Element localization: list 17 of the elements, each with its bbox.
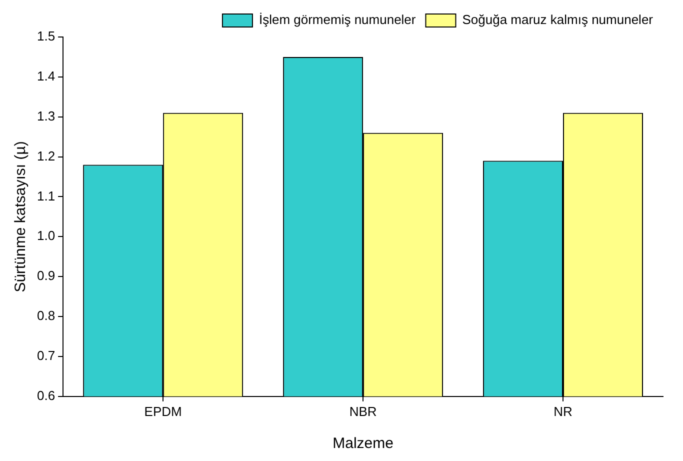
y-tick-label: 1.2 (36, 148, 56, 164)
x-axis-title: Malzeme (332, 435, 394, 452)
y-tick-label: 1.1 (36, 188, 56, 204)
x-tick-label: EPDM (144, 404, 182, 419)
x-tick-label: NBR (349, 404, 377, 419)
legend-label: İşlem görmemiş numuneler (258, 12, 416, 28)
y-axis-title: Sürtünme katsayısı (µ) (12, 141, 30, 292)
y-tick-label: 0.7 (36, 348, 56, 364)
y-tick-label: 0.6 (36, 388, 56, 403)
y-tick-label: 1.0 (36, 228, 56, 244)
x-tick-label: NR (554, 404, 572, 419)
y-tick-label: 0.8 (36, 308, 56, 324)
legend-label: Soğuğa maruz kalmış numuneler (462, 12, 654, 28)
y-tick-label: 0.9 (36, 268, 56, 284)
y-tick-label: 1.3 (36, 108, 56, 124)
y-tick-label: 1.5 (36, 28, 56, 44)
y-tick-label: 1.4 (36, 68, 56, 84)
